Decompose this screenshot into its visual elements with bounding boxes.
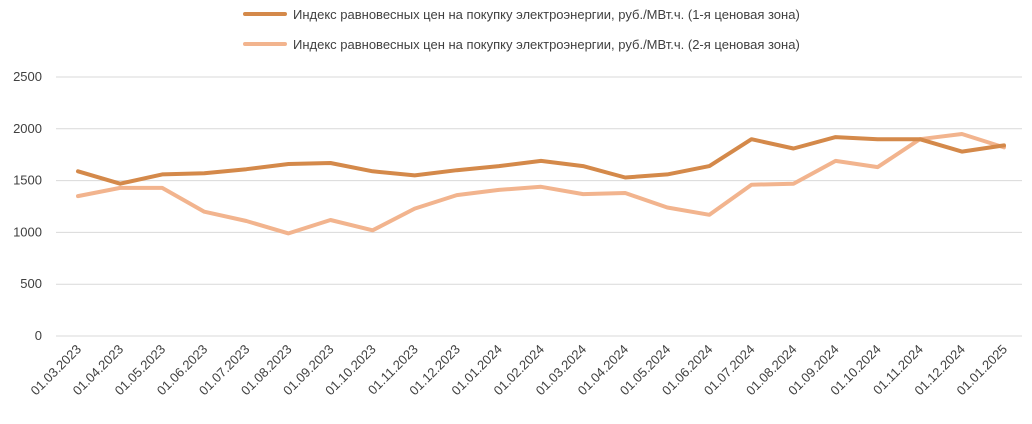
chart-legend: Индекс равновесных цен на покупку электр… bbox=[243, 4, 800, 64]
legend-item-zone-1: Индекс равновесных цен на покупку электр… bbox=[243, 4, 800, 24]
legend-item-zone-2: Индекс равновесных цен на покупку электр… bbox=[243, 34, 800, 54]
y-tick-label: 2000 bbox=[13, 121, 42, 136]
series-lines bbox=[76, 132, 1006, 236]
y-tick-label: 2500 bbox=[13, 69, 42, 84]
legend-swatch-zone-2 bbox=[243, 42, 287, 46]
y-tick-label: 1500 bbox=[13, 173, 42, 188]
y-tick-label: 500 bbox=[20, 276, 42, 291]
y-gridlines bbox=[56, 76, 1022, 337]
y-axis-ticks: 0 500 1000 1500 2000 2500 bbox=[13, 69, 42, 343]
series-line-zone-2 bbox=[76, 132, 1006, 236]
x-axis-ticks: 01.03.202301.04.202301.05.202301.06.2023… bbox=[27, 342, 1010, 399]
legend-swatch-zone-1 bbox=[243, 12, 287, 16]
legend-label-zone-1: Индекс равновесных цен на покупку электр… bbox=[293, 6, 800, 22]
y-tick-label: 1000 bbox=[13, 224, 42, 239]
y-tick-label: 0 bbox=[35, 328, 42, 343]
legend-label-zone-2: Индекс равновесных цен на покупку электр… bbox=[293, 36, 800, 52]
series-line-zone-1 bbox=[76, 135, 1006, 186]
